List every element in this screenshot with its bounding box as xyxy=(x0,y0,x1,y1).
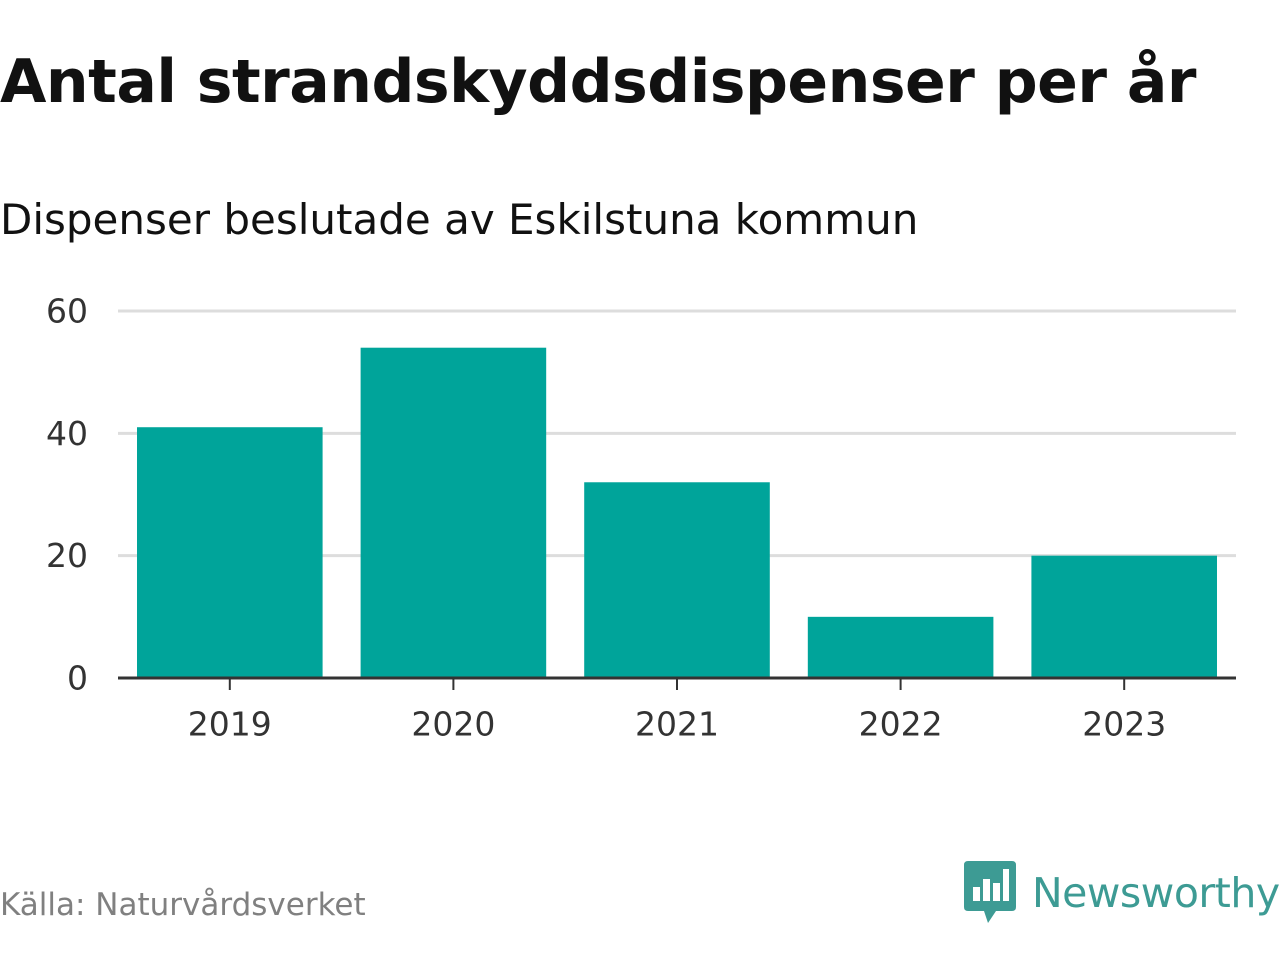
brand-name: Newsworthy xyxy=(1032,869,1280,917)
newsworthy-logo-icon xyxy=(964,861,1016,923)
x-tick-label: 2019 xyxy=(188,705,272,744)
axes xyxy=(118,676,1236,690)
bar xyxy=(807,616,994,678)
bar xyxy=(137,427,323,678)
y-tick-label: 60 xyxy=(46,292,88,331)
bar xyxy=(584,482,770,678)
y-tick-label: 20 xyxy=(46,536,88,575)
bar xyxy=(360,347,547,678)
brand-logo: Newsworthy xyxy=(964,860,1280,926)
x-tick-label: 2021 xyxy=(635,705,719,744)
x-tick-label: 2023 xyxy=(1082,705,1166,744)
y-tick-label: 40 xyxy=(46,414,88,453)
x-tick-label: 2020 xyxy=(411,705,495,744)
bar-chart: 0 20 40 60 2019 2020 2021 2022 2023 xyxy=(46,292,1236,744)
x-tick-label: 2022 xyxy=(859,705,943,744)
chart-subtitle: Dispenser beslutade av Eskilstuna kommun xyxy=(0,195,919,244)
bars xyxy=(137,347,1217,678)
tick-labels: 0 20 40 60 2019 2020 2021 2022 2023 xyxy=(46,292,1166,744)
chart-title: Antal strandskyddsdispenser per år xyxy=(0,47,1196,117)
source-note: Källa: Naturvårdsverket xyxy=(0,887,366,923)
y-tick-label: 0 xyxy=(67,659,88,698)
bar xyxy=(1031,555,1217,678)
